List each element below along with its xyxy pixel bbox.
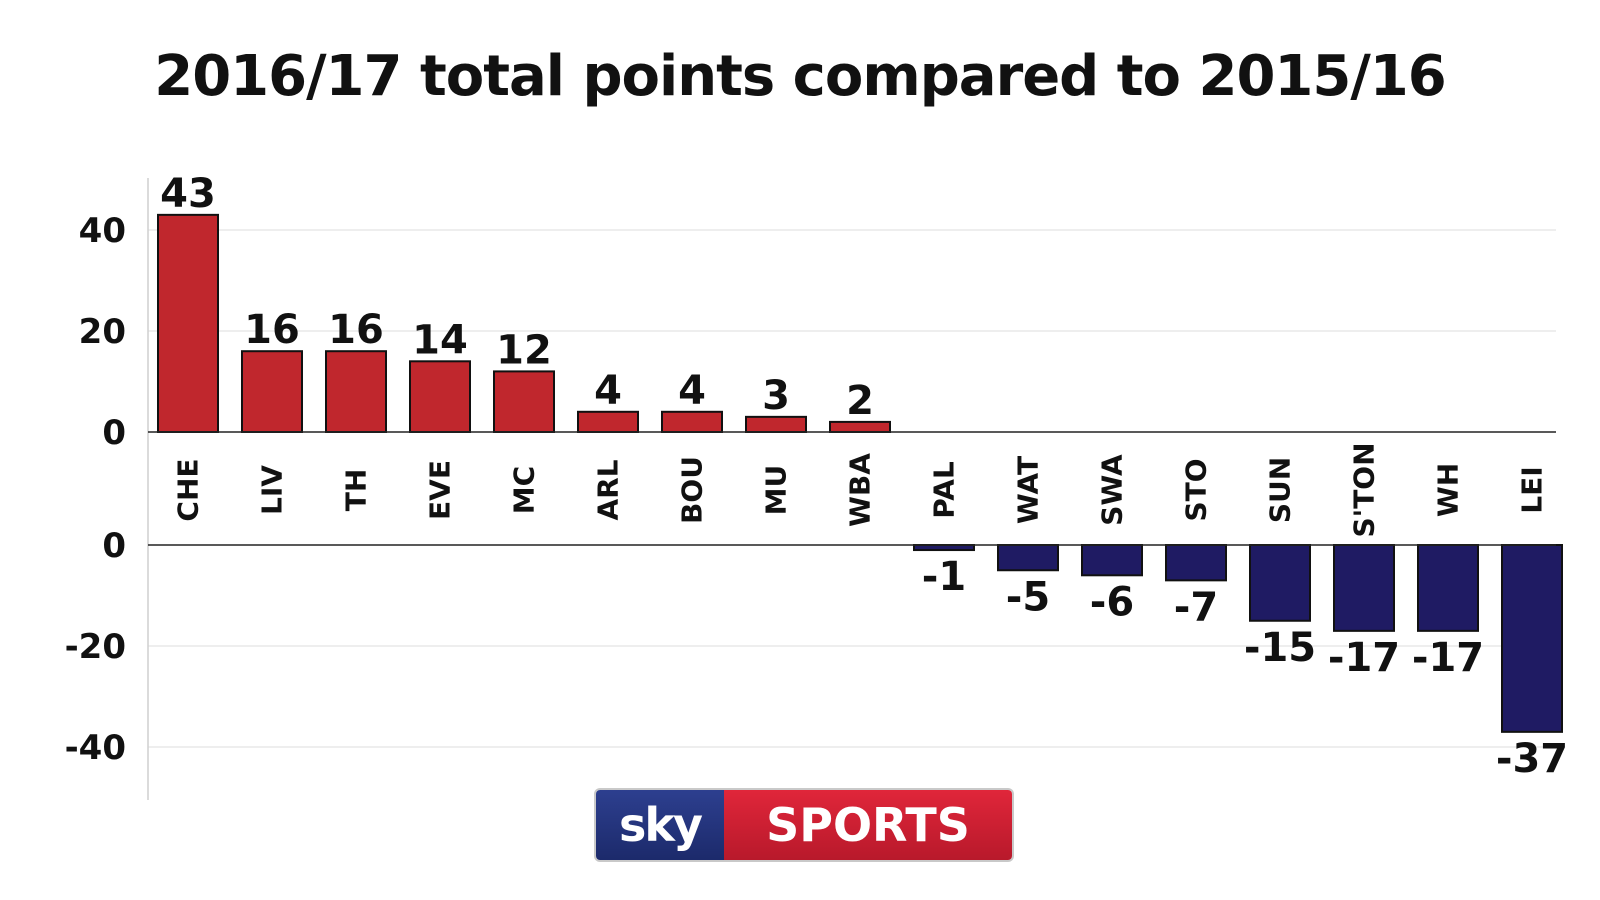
bar-ARL — [577, 410, 639, 433]
y-tick-label-top: 20 — [79, 312, 126, 352]
y-tick-label-top: 0 — [102, 413, 126, 453]
data-label-EVE: 14 — [412, 317, 468, 363]
y-tick-label-bottom: -40 — [65, 728, 126, 768]
category-label-WH: WH — [1432, 463, 1465, 517]
sky-sports-logo: sky SPORTS — [596, 790, 1012, 860]
y-tick-label-bottom: -20 — [65, 627, 126, 667]
data-label-WAT: -5 — [1006, 574, 1050, 620]
bars — [157, 213, 1563, 733]
data-label-MC: 12 — [496, 327, 552, 373]
data-label-ARL: 4 — [594, 368, 622, 414]
bar-MU — [745, 415, 807, 434]
data-label-MU: 3 — [762, 373, 790, 419]
y-tick-label-top: 40 — [79, 211, 126, 251]
data-label-LIV: 16 — [244, 307, 300, 353]
data-label-LEI: -37 — [1496, 736, 1568, 782]
bar-WAT — [997, 544, 1059, 572]
category-label-BOU: BOU — [676, 456, 709, 524]
bar-S'TON — [1333, 544, 1395, 632]
bar-MC — [493, 370, 555, 433]
category-label-ARL: ARL — [592, 459, 625, 520]
y-tick-label-bottom: 0 — [102, 526, 126, 566]
data-label-SUN: -15 — [1244, 625, 1316, 671]
gridlines — [148, 229, 1556, 748]
data-label-WH: -17 — [1412, 635, 1484, 681]
logo-sports-text: SPORTS — [724, 790, 1012, 860]
category-label-SWA: SWA — [1096, 454, 1129, 526]
data-label-STO: -7 — [1174, 584, 1218, 630]
category-label-MC: MC — [508, 466, 541, 514]
data-label-SWA: -6 — [1090, 579, 1134, 625]
category-label-STO: STO — [1180, 458, 1213, 521]
bar-SUN — [1249, 544, 1311, 622]
bar-STO — [1165, 544, 1227, 582]
category-label-PAL: PAL — [928, 461, 961, 519]
category-label-EVE: EVE — [424, 460, 457, 520]
bar-WH — [1417, 544, 1479, 632]
category-label-S'TON: S'TON — [1348, 442, 1381, 537]
axes — [147, 178, 1556, 800]
bar-CHE — [157, 213, 219, 433]
category-label-WBA: WBA — [844, 453, 877, 527]
bar-EVE — [409, 360, 471, 433]
data-label-CHE: 43 — [160, 171, 216, 217]
category-label-SUN: SUN — [1264, 457, 1297, 523]
category-label-WAT: WAT — [1012, 456, 1045, 524]
category-label-LIV: LIV — [256, 465, 289, 515]
logo-sky-text: sky — [596, 790, 724, 860]
data-label-WBA: 2 — [846, 378, 874, 424]
bar-SWA — [1081, 544, 1143, 577]
data-label-TH: 16 — [328, 307, 384, 353]
bar-BOU — [661, 410, 723, 433]
data-label-PAL: -1 — [922, 554, 966, 600]
bar-LEI — [1501, 544, 1563, 733]
chart-title: 2016/17 total points compared to 2015/16 — [154, 44, 1447, 109]
category-label-CHE: CHE — [172, 458, 205, 521]
category-label-MU: MU — [760, 465, 793, 516]
bar-PAL — [913, 544, 975, 552]
data-label-BOU: 4 — [678, 368, 706, 414]
bar-TH — [325, 350, 387, 434]
bar-LIV — [241, 350, 303, 434]
category-label-TH: TH — [340, 469, 373, 512]
category-label-LEI: LEI — [1516, 466, 1549, 513]
data-label-S'TON: -17 — [1328, 635, 1400, 681]
